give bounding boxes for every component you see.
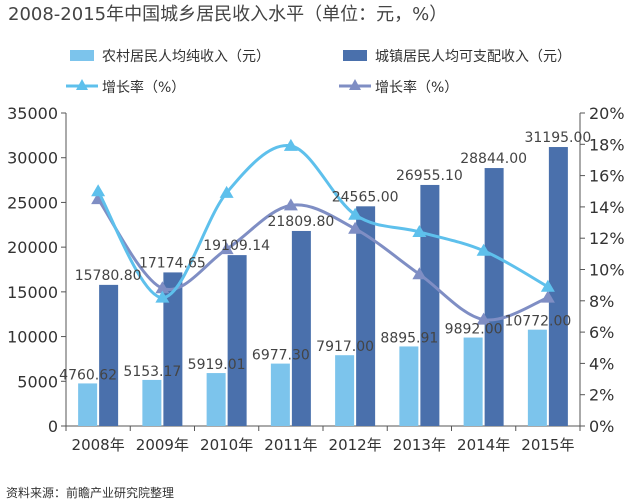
- x-tick-label: 2011年: [264, 436, 317, 454]
- bar-urban-income: [548, 147, 568, 426]
- right-tick-label: 12%: [589, 229, 625, 248]
- rural-growth-marker: [219, 185, 234, 198]
- data-label-rural-income: 8895.91: [380, 330, 438, 346]
- legend-label-rural-growth: 增长率（%）: [102, 79, 185, 96]
- bar-rural-income: [463, 337, 483, 426]
- data-label-urban-income: 31195.00: [524, 130, 591, 146]
- right-tick-label: 16%: [589, 167, 625, 186]
- legend-marker-urban-growth: [349, 79, 361, 90]
- data-label-urban-income: 26955.10: [396, 168, 463, 184]
- data-label-rural-income: 7917.00: [316, 339, 374, 355]
- bar-urban-income: [420, 184, 440, 426]
- x-tick-label: 2014年: [457, 436, 510, 454]
- urban-growth-marker: [348, 221, 363, 234]
- left-tick-label: 15000: [7, 283, 58, 302]
- data-label-urban-income: 21809.80: [267, 214, 334, 230]
- bars: [78, 147, 568, 426]
- right-tick-label: 2%: [589, 386, 614, 405]
- data-label-rural-income: 4760.62: [59, 367, 117, 383]
- x-tick-label: 2012年: [329, 436, 382, 454]
- left-tick-label: 5000: [17, 372, 58, 391]
- left-tick-label: 10000: [7, 328, 58, 347]
- data-label-rural-income: 10772.00: [504, 314, 571, 330]
- legend-marker-rural-growth: [76, 79, 88, 90]
- urban-growth-marker: [155, 281, 170, 294]
- urban-growth-marker: [412, 267, 427, 280]
- bar-rural-income: [206, 373, 226, 426]
- right-tick-label: 8%: [589, 292, 614, 311]
- rural-growth-marker: [348, 207, 363, 220]
- bar-rural-income: [335, 355, 355, 426]
- rural-growth-marker: [155, 290, 170, 303]
- data-label-urban-income: 28844.00: [460, 151, 527, 167]
- x-tick-label: 2008年: [72, 436, 125, 454]
- legend-label-urban-income: 城镇居民人均可支配收入（元）: [375, 49, 571, 65]
- x-tick-label: 2015年: [521, 436, 574, 454]
- rural-growth-marker: [540, 279, 555, 292]
- legend-label-urban-growth: 增长率（%）: [375, 79, 458, 96]
- left-tick-label: 30000: [7, 149, 58, 168]
- rural-growth-marker: [91, 184, 106, 197]
- bar-urban-income: [99, 284, 119, 426]
- rural-growth-marker: [476, 243, 491, 256]
- chart-title: 2008-2015年中国城乡居民收入水平（单位：元，%）: [8, 4, 447, 25]
- right-tick-label: 18%: [589, 135, 625, 154]
- data-label-urban-income: 24565.00: [332, 189, 399, 205]
- bar-rural-income: [78, 383, 98, 426]
- left-tick-label: 0: [48, 417, 58, 436]
- data-label-rural-income: 5153.17: [123, 364, 181, 380]
- source-note: 资料来源：前瞻产业研究院整理: [6, 485, 174, 500]
- right-tick-label: 6%: [589, 323, 614, 342]
- bar-urban-income: [484, 168, 504, 426]
- legend-swatch-urban-income: [343, 50, 367, 61]
- x-tick-label: 2009年: [136, 436, 189, 454]
- urban-growth-marker: [283, 198, 298, 211]
- growth-lines: [91, 138, 555, 325]
- right-tick-label: 4%: [589, 354, 614, 373]
- bar-rural-income: [527, 329, 547, 426]
- data-label-urban-income: 19109.14: [203, 238, 270, 254]
- bar-rural-income: [399, 346, 419, 426]
- data-label-rural-income: 6977.30: [252, 348, 310, 364]
- right-tick-label: 14%: [589, 198, 625, 217]
- right-tick-label: 20%: [589, 104, 625, 123]
- legend-swatch-rural-income: [70, 50, 94, 61]
- bar-urban-income: [227, 255, 247, 426]
- data-labels: 4760.62 5153.17 5919.01 6977.30 7917.00 8895.…: [59, 130, 591, 383]
- urban-growth-marker: [219, 242, 234, 255]
- left-tick-label: 35000: [7, 104, 58, 123]
- right-tick-label: 0%: [589, 417, 614, 436]
- data-label-rural-income: 5919.01: [188, 357, 246, 373]
- axes: 0 5000 10000 15000 20000 25000 30000 35000 0% 2% 4…: [7, 104, 624, 454]
- x-tick-label: 2013年: [393, 436, 446, 454]
- legend: 农村居民人均纯收入（元） 城镇居民人均可支配收入（元） 增长率（%） 增长率（%…: [66, 49, 571, 96]
- bar-urban-income: [291, 230, 311, 426]
- bar-rural-income: [142, 379, 162, 426]
- right-tick-label: 10%: [589, 261, 625, 280]
- bar-urban-income: [356, 206, 376, 426]
- x-tick-label: 2010年: [200, 436, 253, 454]
- urban-growth-marker: [540, 290, 555, 303]
- left-tick-label: 20000: [7, 238, 58, 257]
- bar-rural-income: [270, 363, 290, 426]
- left-tick-label: 25000: [7, 193, 58, 212]
- rural-growth-marker: [412, 224, 427, 237]
- data-label-rural-income: 9892.00: [445, 322, 503, 338]
- rural-growth-marker: [283, 138, 298, 151]
- bar-urban-income: [163, 272, 183, 426]
- data-label-urban-income: 17174.65: [139, 255, 206, 271]
- data-label-urban-income: 15780.80: [75, 268, 142, 284]
- urban-growth-marker: [476, 312, 491, 325]
- legend-label-rural-income: 农村居民人均纯收入（元）: [102, 49, 270, 65]
